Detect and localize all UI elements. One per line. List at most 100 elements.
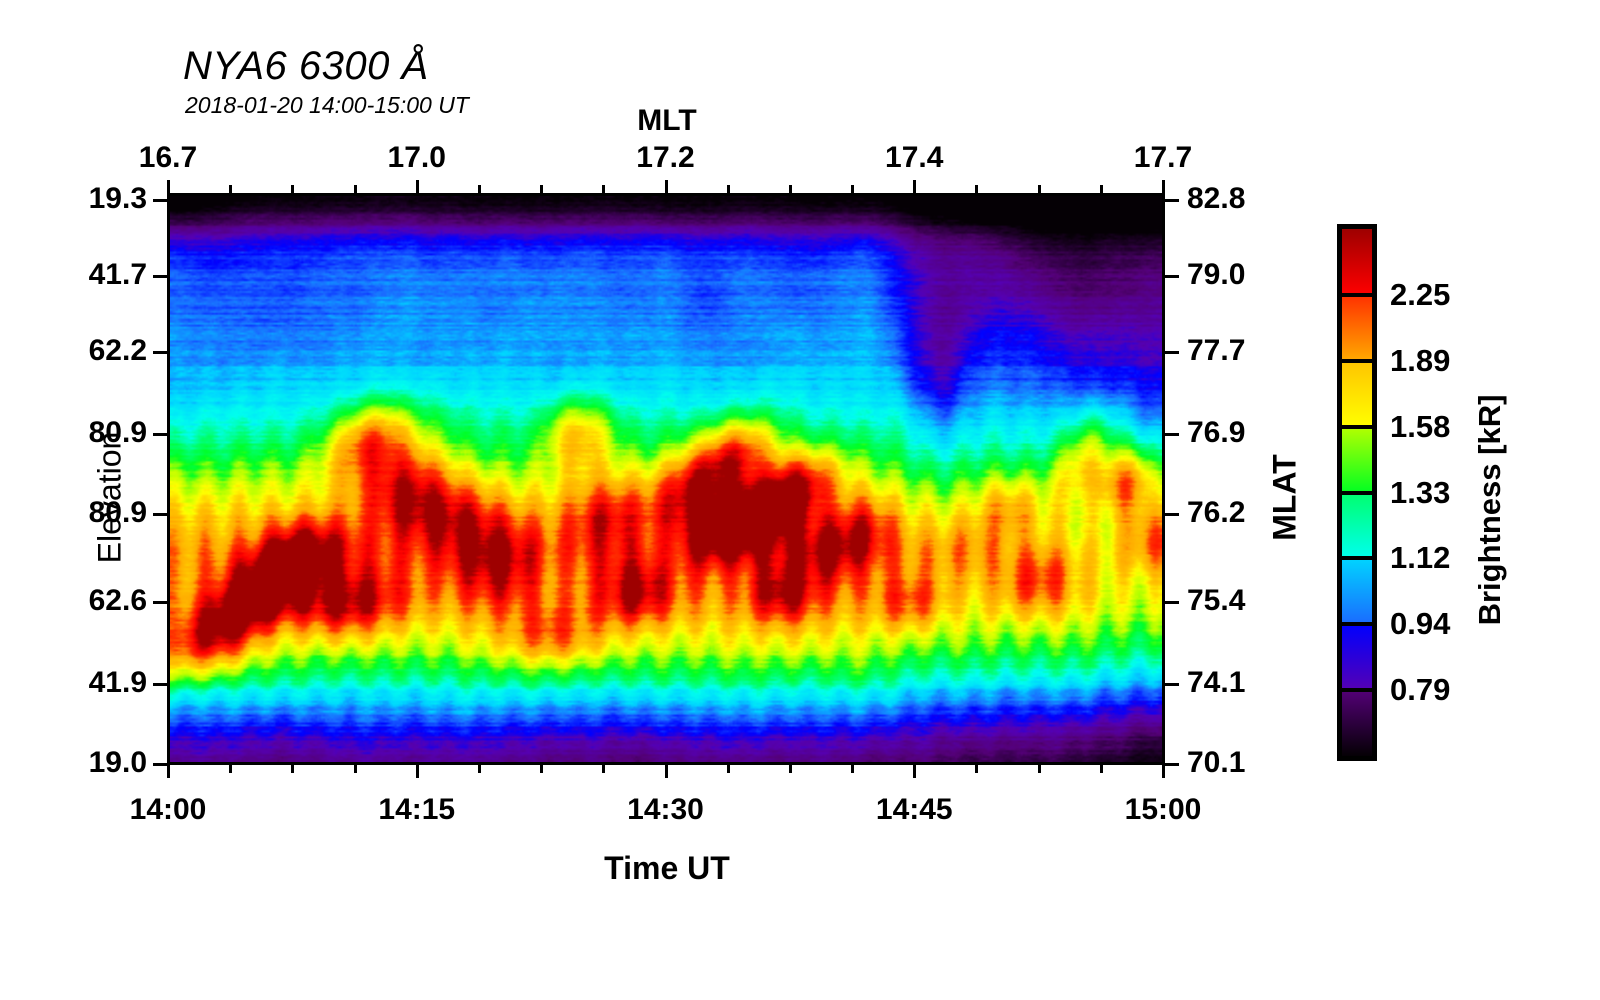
y-tick-right (1165, 512, 1179, 516)
colorbar-band-separator (1342, 688, 1372, 693)
x-top-tick-major (415, 180, 419, 193)
x-top-tick-label: 17.2 (636, 141, 695, 174)
colorbar-tick-label: 1.58 (1390, 408, 1451, 444)
colorbar-band-separator (1342, 292, 1372, 297)
x-tick-minor (540, 765, 544, 773)
y-tick-label-right: 76.2 (1187, 495, 1246, 529)
y-tick-right (1165, 275, 1179, 279)
colorbar-band-separator (1342, 358, 1372, 363)
x-top-tick-minor (229, 185, 233, 193)
y-tick-label-right: 76.9 (1187, 415, 1246, 449)
y-tick-label-right: 77.7 (1187, 333, 1246, 367)
y-tick-left (153, 512, 167, 516)
x-top-tick-minor (851, 185, 855, 193)
x-tick-minor (1099, 765, 1103, 773)
colorbar (1337, 224, 1377, 761)
right-axis-label: MLAT (1266, 454, 1303, 541)
y-tick-label-left: 41.9 (88, 666, 147, 700)
bottom-axis-label: Time UT (604, 850, 730, 886)
x-top-tick-label: 17.7 (1133, 141, 1193, 174)
colorbar-tick-label: 2.25 (1390, 276, 1451, 312)
colorbar-tick-label: 0.79 (1390, 672, 1451, 708)
x-tick-major (1162, 765, 1165, 778)
y-tick-left (153, 762, 167, 766)
x-top-tick-minor (975, 185, 979, 193)
x-tick-minor (788, 765, 792, 773)
colorbar-band-separator (1342, 424, 1372, 429)
x-tick-major (913, 765, 917, 778)
y-tick-left (153, 198, 167, 202)
y-tick-label-right: 75.4 (1187, 583, 1246, 617)
x-top-tick-minor (1099, 185, 1103, 193)
colorbar-axis-label: Brightness [kR] (1472, 394, 1507, 626)
x-top-tick-minor (602, 185, 606, 193)
x-tick-minor (353, 765, 357, 773)
y-tick-right (1165, 198, 1179, 202)
y-tick-right (1165, 762, 1179, 766)
colorbar-band-6 (1342, 294, 1372, 361)
y-tick-label-left: 80.9 (88, 415, 147, 449)
colorbar-band-0 (1342, 690, 1372, 756)
x-top-tick-major (1162, 180, 1165, 193)
x-top-tick-label: 17.0 (387, 141, 446, 174)
colorbar-tick-label: 1.89 (1390, 342, 1451, 378)
x-tick-label: 14:15 (378, 793, 456, 826)
x-tick-label: 14:00 (129, 793, 207, 826)
y-tick-left (153, 600, 167, 604)
x-tick-minor (229, 765, 233, 773)
x-tick-major (664, 765, 668, 778)
x-top-tick-minor (788, 185, 792, 193)
y-tick-label-left: 19.3 (88, 181, 147, 215)
colorbar-tick-label: 1.33 (1390, 474, 1451, 510)
y-tick-label-right: 79.0 (1187, 258, 1246, 292)
x-tick-major (415, 765, 419, 778)
colorbar-band-separator (1342, 622, 1372, 627)
y-tick-label-right: 70.1 (1187, 745, 1246, 779)
x-top-tick-major (664, 180, 668, 193)
x-tick-label: 14:30 (627, 793, 704, 826)
x-top-tick-label: 16.7 (138, 141, 198, 174)
y-tick-label-right: 74.1 (1187, 666, 1246, 700)
y-tick-label-right: 82.8 (1187, 181, 1246, 215)
x-tick-minor (851, 765, 855, 773)
colorbar-band-separator (1342, 490, 1372, 495)
x-tick-minor (602, 765, 606, 773)
x-tick-minor (291, 765, 295, 773)
y-tick-label-left: 41.7 (88, 258, 147, 292)
x-top-tick-minor (291, 185, 295, 193)
x-tick-minor (975, 765, 979, 773)
x-top-tick-minor (477, 185, 481, 193)
keogram-image (170, 196, 1162, 762)
x-top-tick-major (167, 180, 170, 193)
colorbar-tick-label: 1.12 (1390, 540, 1451, 576)
y-tick-label-left: 62.2 (88, 333, 147, 367)
y-tick-right (1165, 432, 1179, 436)
y-tick-left (153, 275, 167, 279)
x-top-tick-minor (540, 185, 544, 193)
y-tick-right (1165, 350, 1179, 354)
colorbar-band-7 (1342, 229, 1372, 295)
plot-subtitle: 2018-01-20 14:00-15:00 UT (185, 92, 469, 118)
colorbar-band-3 (1342, 492, 1372, 559)
x-top-tick-label: 17.4 (885, 141, 944, 174)
x-tick-minor (726, 765, 730, 773)
x-top-tick-minor (726, 185, 730, 193)
colorbar-band-5 (1342, 360, 1372, 427)
y-tick-right (1165, 683, 1179, 687)
colorbar-band-1 (1342, 624, 1372, 691)
x-top-tick-minor (1037, 185, 1041, 193)
x-top-tick-minor (353, 185, 357, 193)
colorbar-band-2 (1342, 558, 1372, 625)
y-tick-left (153, 350, 167, 354)
y-tick-right (1165, 600, 1179, 604)
x-tick-minor (1037, 765, 1041, 773)
x-tick-major (167, 765, 170, 778)
plot-title: NYA6 6300 Å (183, 44, 429, 88)
colorbar-band-4 (1342, 426, 1372, 493)
top-axis-label: MLT (637, 104, 697, 137)
y-tick-left (153, 683, 167, 687)
y-tick-label-left: 80.9 (88, 495, 147, 529)
x-top-tick-major (913, 180, 917, 193)
x-tick-minor (477, 765, 481, 773)
x-tick-label: 14:45 (875, 793, 953, 826)
